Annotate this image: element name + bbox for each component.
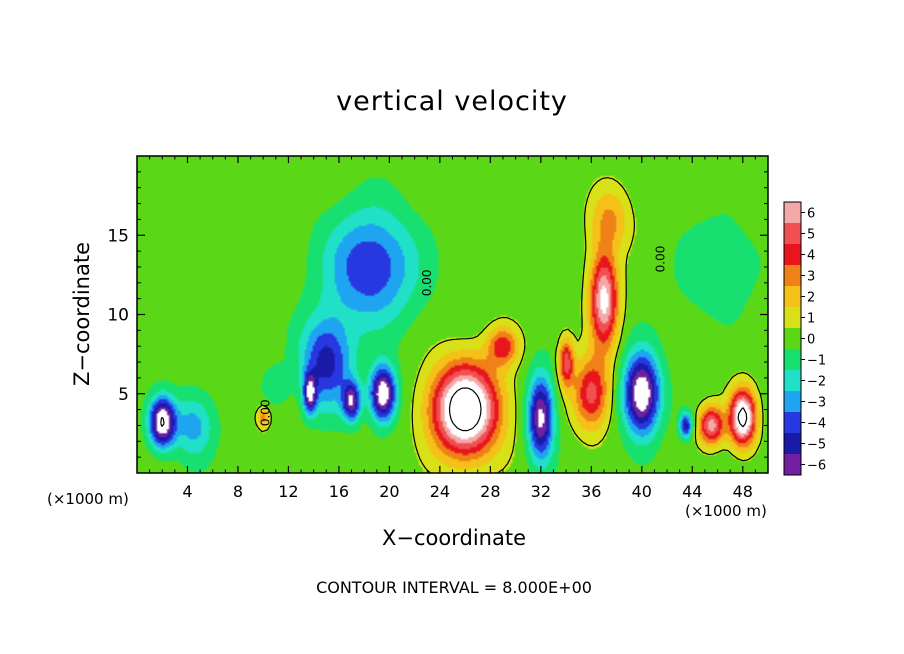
contour-lines	[160, 177, 764, 473]
y-tick-label: 15	[107, 226, 129, 246]
colorbar-label: −6	[807, 459, 826, 474]
colorbar-swatch	[784, 202, 801, 224]
contour-value-labels: 0.00 0.00 0.00	[259, 246, 668, 426]
x-tick-label: 36	[581, 482, 601, 501]
colorbar-label: −4	[807, 417, 826, 432]
colorbar-swatch	[784, 265, 801, 287]
contour-interval-note: CONTOUR INTERVAL = 8.000E+00	[316, 578, 592, 597]
x-tick-label: 24	[430, 482, 450, 501]
colorbar-label: 2	[807, 291, 815, 306]
y-tick-label: 10	[107, 306, 129, 326]
colorbar-label: 0	[807, 333, 815, 348]
x-axis-title: X−coordinate	[382, 526, 526, 550]
x-tick-label: 8	[233, 482, 243, 501]
colorbar-swatch	[784, 307, 801, 329]
x-tick-label: 4	[182, 482, 192, 501]
colorbar-label: −1	[807, 354, 826, 369]
colorbar-label: 6	[807, 207, 815, 222]
x-tick-label: 16	[329, 482, 349, 501]
contour-label: 0.00	[654, 246, 668, 273]
colorbar-swatch	[784, 370, 801, 392]
colorbar-label: 3	[807, 270, 815, 285]
contour-label: 0.00	[420, 269, 434, 296]
y-axis-title: Z−coordinate	[70, 242, 94, 386]
colorbar-swatch	[784, 349, 801, 371]
chart-title: vertical velocity	[336, 86, 568, 117]
colorbar-label: 1	[807, 312, 815, 327]
x-axis: 4 8 12 16 20 24 28 32 36 40 44 48	[149, 156, 756, 501]
x-tick-label: 44	[682, 482, 702, 501]
colorbar-label: −5	[807, 438, 826, 453]
colorbar-label: 5	[807, 228, 815, 243]
y-axis: 5 10 15	[107, 171, 768, 458]
colorbar-swatch	[784, 454, 801, 476]
colorbar-swatch	[784, 244, 801, 266]
x-unit-label-left: (×1000 m)	[47, 490, 129, 508]
colorbar-label: −2	[807, 375, 826, 390]
contour-positive-8	[448, 387, 748, 432]
contour-zero	[254, 177, 764, 473]
colorbar-label: 4	[807, 249, 815, 264]
contour-negative-8	[160, 416, 165, 427]
x-tick-label: 40	[632, 482, 652, 501]
x-tick-label: 48	[733, 482, 753, 501]
colorbar-swatch	[784, 412, 801, 434]
colorbar-swatch	[784, 328, 801, 350]
colorbar: 6 5 4 3 2 1 0 −1 −2 −3 −4 −5 −6	[783, 201, 826, 476]
velocity-heatmap	[137, 156, 768, 473]
x-tick-label: 28	[480, 482, 500, 501]
contour-label: 0.00	[259, 399, 273, 426]
colorbar-swatch	[784, 223, 801, 245]
x-tick-label: 32	[531, 482, 551, 501]
y-tick-label: 5	[118, 385, 129, 405]
x-tick-label: 12	[278, 482, 298, 501]
colorbar-label: −3	[807, 396, 826, 411]
x-tick-label: 20	[379, 482, 399, 501]
colorbar-swatch	[784, 286, 801, 308]
x-unit-label-right: (×1000 m)	[685, 502, 767, 520]
colorbar-swatch	[784, 391, 801, 413]
colorbar-swatch	[784, 433, 801, 455]
